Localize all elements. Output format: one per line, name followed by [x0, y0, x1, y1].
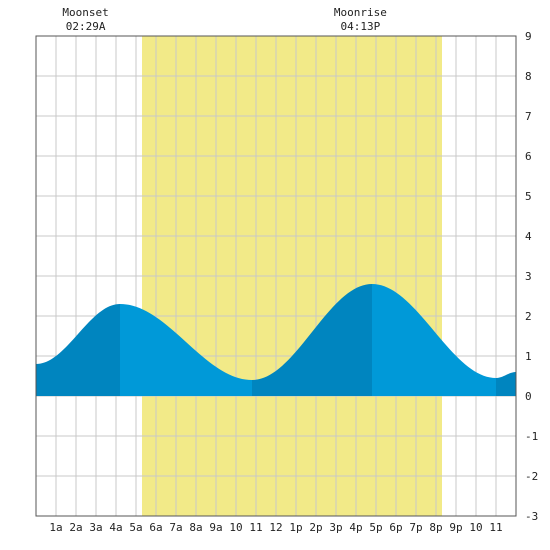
- y-tick-label: 2: [525, 310, 532, 323]
- y-tick-label: 7: [525, 110, 532, 123]
- x-tick-label: 11: [489, 521, 502, 534]
- y-tick-label: 3: [525, 270, 532, 283]
- x-tick-label: 3p: [329, 521, 342, 534]
- x-tick-label: 4a: [109, 521, 122, 534]
- y-axis-ticks: -3 -2 -1 0 1 2 3 4 5 6 7 8 9: [525, 30, 538, 523]
- x-tick-label: 8a: [189, 521, 202, 534]
- x-tick-label: 11: [249, 521, 262, 534]
- y-tick-label: 5: [525, 190, 532, 203]
- x-tick-label: 7a: [169, 521, 182, 534]
- x-tick-label: 1a: [49, 521, 62, 534]
- y-tick-label: 1: [525, 350, 532, 363]
- x-tick-label: 2p: [309, 521, 322, 534]
- x-tick-label: 6a: [149, 521, 162, 534]
- x-tick-label: 6p: [389, 521, 402, 534]
- x-tick-label: 5p: [369, 521, 382, 534]
- y-tick-label: 9: [525, 30, 532, 43]
- y-tick-label: 8: [525, 70, 532, 83]
- falling-tide-segment: [372, 284, 496, 396]
- plot-border: [35, 35, 517, 517]
- x-tick-label: 1p: [289, 521, 302, 534]
- rising-tide-segment: [496, 372, 516, 396]
- rising-tide-segment: [36, 304, 120, 396]
- x-tick-label: 12: [269, 521, 282, 534]
- moon-event-label: Moonrise: [334, 6, 387, 19]
- y-tick-label: -2: [525, 470, 538, 483]
- x-tick-label: 10: [229, 521, 242, 534]
- x-tick-label: 7p: [409, 521, 422, 534]
- x-tick-label: 9p: [449, 521, 462, 534]
- y-tick-label: 6: [525, 150, 532, 163]
- x-tick-label: 4p: [349, 521, 362, 534]
- moon-event-time: 04:13P: [341, 20, 381, 33]
- falling-tide-segment: [120, 304, 252, 396]
- x-tick-label: 2a: [69, 521, 82, 534]
- moon-event-label: Moonset: [62, 6, 108, 19]
- moon-event-time: 02:29A: [66, 20, 106, 33]
- x-tick-label: 5a: [129, 521, 142, 534]
- y-tick-label: -3: [525, 510, 538, 523]
- x-tick-label: 3a: [89, 521, 102, 534]
- rising-tide-segment: [252, 284, 372, 396]
- tide-area: [36, 284, 516, 396]
- y-tick-label: 0: [525, 390, 532, 403]
- x-tick-label: 8p: [429, 521, 442, 534]
- y-tick-label: 4: [525, 230, 532, 243]
- x-axis-ticks: 1a 2a 3a 4a 5a 6a 7a 8a 9a 10 11 12 1p 2p 3p 4p 5p 6p 7p 8p…: [49, 521, 502, 534]
- x-tick-label: 10: [469, 521, 482, 534]
- x-tick-label: 9a: [209, 521, 222, 534]
- y-tick-label: -1: [525, 430, 538, 443]
